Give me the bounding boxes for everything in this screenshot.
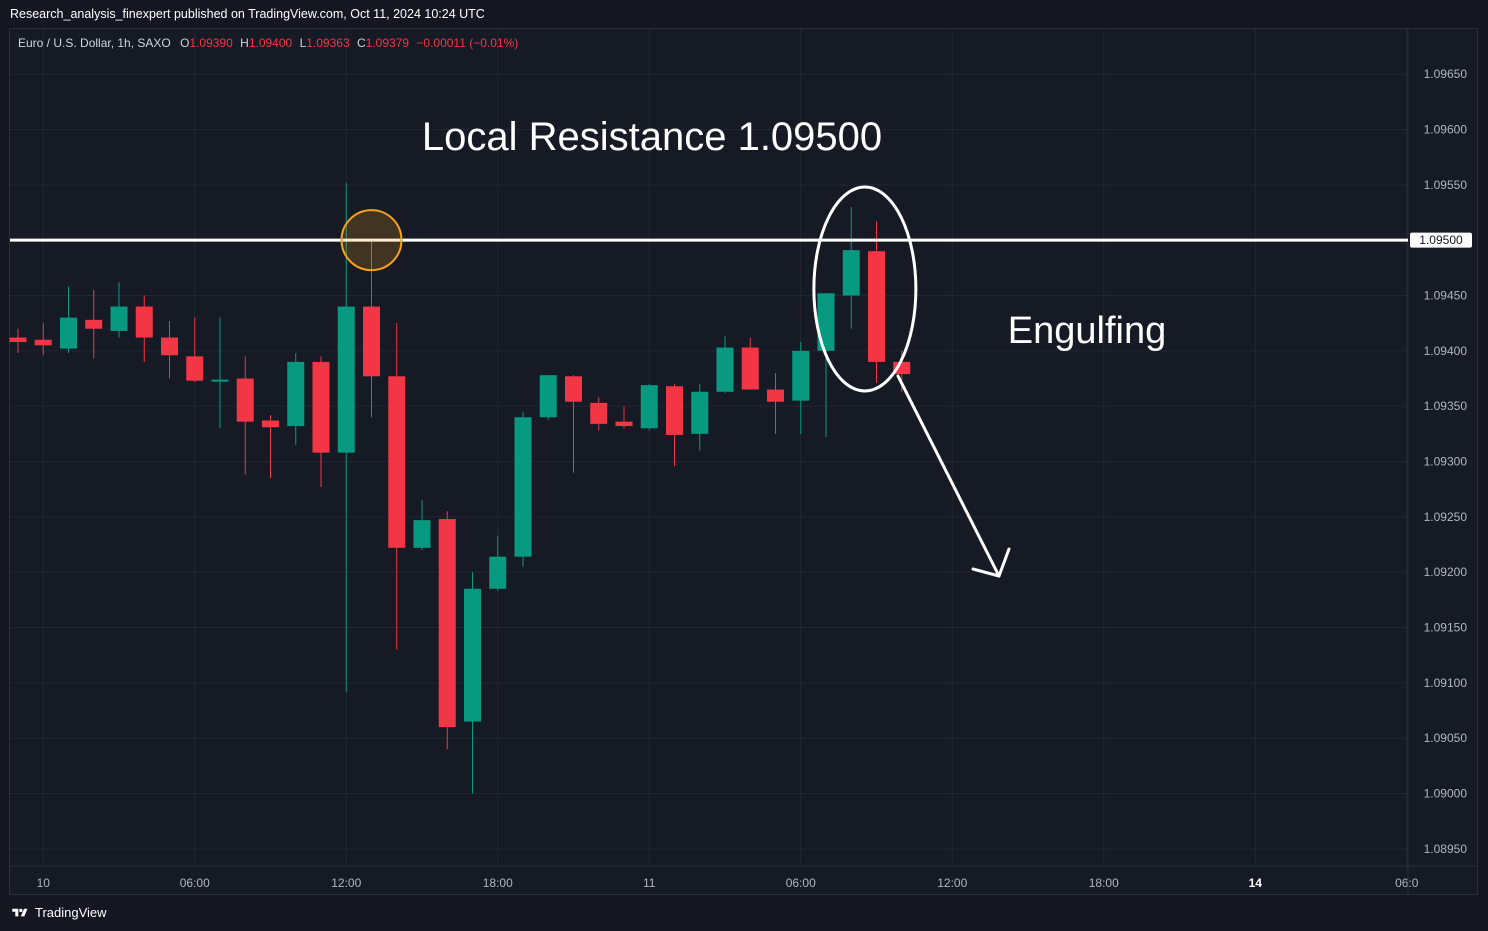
tradingview-logo-icon — [12, 908, 28, 916]
footer-brand[interactable]: TradingView — [10, 905, 107, 920]
candle-body[interactable] — [161, 337, 178, 356]
candle-body[interactable] — [590, 402, 608, 424]
candle-body[interactable] — [262, 420, 279, 428]
candle-body[interactable] — [741, 347, 759, 390]
candle-body[interactable] — [767, 389, 784, 402]
candle-body[interactable] — [438, 519, 456, 728]
y-tick-label: 1.09250 — [1424, 510, 1468, 524]
footer-brand-label: TradingView — [35, 905, 107, 920]
candle-body[interactable] — [60, 317, 77, 349]
candle-body[interactable] — [489, 556, 507, 589]
resistance-annotation-text[interactable]: Local Resistance 1.09500 — [422, 115, 882, 159]
candle-body[interactable] — [388, 376, 406, 548]
y-tick-label: 1.09150 — [1424, 621, 1468, 635]
candle-body[interactable] — [817, 293, 835, 351]
y-tick-label: 1.09550 — [1424, 178, 1468, 192]
y-tick-label: 1.09450 — [1424, 289, 1468, 303]
x-tick-label: 10 — [37, 876, 51, 890]
x-tick-label: 18:00 — [1089, 876, 1119, 890]
y-tick-label: 1.09050 — [1424, 731, 1468, 745]
resistance-price-label: 1.09500 — [1419, 233, 1463, 247]
candle-body[interactable] — [565, 376, 582, 402]
engulfing-annotation-text[interactable]: Engulfing — [1008, 310, 1166, 352]
candle-body[interactable] — [842, 250, 860, 296]
open-value: 1.09390 — [189, 36, 233, 50]
x-tick-label: 12:00 — [331, 876, 361, 890]
x-tick-label: 06:00 — [786, 876, 816, 890]
y-tick-label: 1.08950 — [1424, 842, 1468, 856]
ohlc-legend: Euro / U.S. Dollar, 1h, SAXO O1.09390 H1… — [18, 36, 518, 50]
x-tick-label: 18:00 — [483, 876, 513, 890]
candle-body[interactable] — [312, 361, 330, 453]
high-value: 1.09400 — [248, 36, 293, 50]
x-tick-label: 12:00 — [937, 876, 967, 890]
candle-body[interactable] — [868, 251, 885, 362]
y-tick-label: 1.09600 — [1424, 123, 1468, 137]
candle-body[interactable] — [792, 350, 810, 401]
y-tick-label: 1.09100 — [1424, 676, 1468, 690]
candle-body[interactable] — [236, 378, 254, 422]
y-tick-label: 1.09300 — [1424, 455, 1468, 469]
candle-body[interactable] — [34, 339, 52, 346]
x-tick-label: 06:0 — [1395, 876, 1419, 890]
downtrend-arrow-shaft[interactable] — [896, 374, 1001, 578]
candle-body[interactable] — [716, 347, 734, 392]
x-tick-label: 14 — [1249, 876, 1263, 890]
resistance-price-tag — [1410, 232, 1472, 248]
close-value: 1.09379 — [365, 36, 410, 50]
y-tick-label: 1.09200 — [1424, 565, 1468, 579]
open-label: O — [180, 36, 190, 50]
candle-body[interactable] — [110, 306, 128, 331]
y-tick-label: 1.09400 — [1424, 344, 1468, 358]
candle-body[interactable] — [287, 361, 305, 427]
y-tick-label: 1.09350 — [1424, 399, 1468, 413]
y-tick-label: 1.09650 — [1424, 67, 1468, 81]
candle-body[interactable] — [413, 520, 431, 548]
candle-body[interactable] — [211, 379, 229, 382]
x-tick-label: 06:00 — [180, 876, 210, 890]
downtrend-arrow-head[interactable] — [971, 547, 1011, 578]
resistance-touch-circle[interactable] — [340, 209, 403, 272]
candle-body[interactable] — [691, 391, 709, 434]
candle-body[interactable] — [539, 375, 557, 418]
candle-body[interactable] — [666, 386, 683, 435]
change-value: −0.00011 (−0.01%) — [416, 36, 519, 50]
candle-body[interactable] — [363, 306, 380, 377]
low-value: 1.09363 — [306, 36, 350, 50]
low-label: L — [299, 36, 307, 50]
candle-body[interactable] — [135, 306, 153, 338]
y-tick-label: 1.09000 — [1424, 787, 1468, 801]
publisher-line: Research_analysis_finexpert published on… — [10, 7, 485, 21]
candle-body[interactable] — [514, 417, 532, 557]
candle-body[interactable] — [186, 356, 204, 381]
candle-body[interactable] — [85, 319, 103, 329]
candle-body[interactable] — [9, 337, 27, 342]
candle-body[interactable] — [615, 421, 633, 427]
candle-body[interactable] — [640, 385, 658, 429]
candle-body[interactable] — [337, 306, 355, 453]
symbol-label[interactable]: Euro / U.S. Dollar, 1h, SAXO — [18, 36, 171, 50]
candle-body[interactable] — [464, 588, 481, 722]
x-tick-label: 11 — [643, 876, 656, 890]
high-label: H — [240, 36, 249, 50]
engulfing-ellipse[interactable] — [812, 185, 918, 393]
close-label: C — [356, 36, 366, 50]
